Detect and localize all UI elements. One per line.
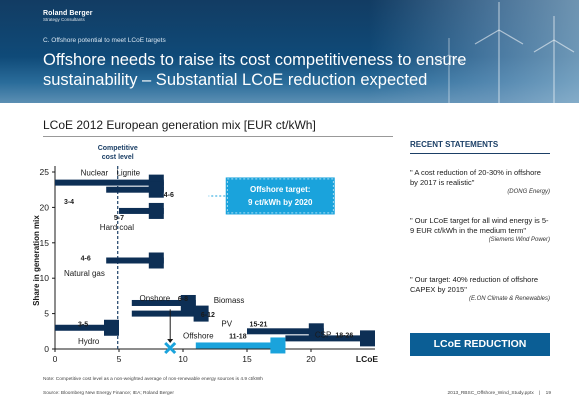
icon-biomass — [193, 305, 209, 322]
bar-onshore — [131, 299, 196, 306]
range-csp: 18-26 — [335, 333, 353, 340]
page-number: 19 — [545, 391, 551, 396]
range-pv: 15-21 — [250, 321, 268, 328]
bar-lignite — [106, 186, 164, 193]
x-tick-label: 5 — [117, 354, 122, 364]
statement-dong: " A cost reduction of 20-30% in offshore… — [410, 168, 550, 198]
source-line: Source: Bloomberg New Energy Finance; IE… — [43, 391, 174, 396]
range-onshore: 6-8 — [178, 296, 188, 303]
statement-eon: " Our target: 40% reduction of offshore … — [410, 275, 550, 305]
brand-subtitle: Strategy Consultants — [43, 17, 85, 22]
bar-nuclear — [55, 179, 164, 186]
label-onshore: Onshore — [139, 294, 170, 303]
section-label: C. Offshore potential to meet LCoE targe… — [43, 37, 166, 44]
label-pv: PV — [221, 319, 232, 328]
offshore-target-title: Offshore target: — [250, 185, 310, 194]
y-tick-label: 0 — [44, 344, 49, 354]
y-tick-label: 15 — [40, 238, 50, 248]
y-tick-label: 10 — [40, 273, 50, 283]
statement-text: " A cost reduction of 20-30% in offshore… — [410, 168, 541, 187]
label-csp: CSP — [315, 331, 331, 340]
icon-offshore — [270, 337, 286, 354]
brand-logo: Roland Berger Strategy Consultants — [43, 10, 93, 22]
x-tick-label: 20 — [306, 354, 316, 364]
label-biomass: Biomass — [214, 296, 245, 305]
footer-separator: | — [539, 391, 541, 396]
icon-pv — [308, 323, 324, 340]
y-axis-label: Share in generation mix — [32, 215, 41, 306]
competitive-cost-label-line2: cost level — [102, 154, 134, 161]
footer-right: 2013_RBSC_Offshore_Wind_Study.pptx | 19 — [448, 391, 552, 396]
range-offshore: 11-18 — [229, 333, 247, 340]
bar-csp — [285, 335, 375, 342]
x-tick-label: 0 — [53, 354, 58, 364]
lcoe-reduction-button[interactable]: LCoE REDUCTION — [410, 333, 550, 356]
wind-turbines-illustration — [434, 2, 575, 103]
range-hard-coal: 5-7 — [114, 215, 124, 222]
statement-text: " Our target: 40% reduction of offshore … — [410, 275, 539, 294]
bar-offshore — [195, 342, 286, 349]
bar-natural-gas — [106, 257, 164, 264]
label-nuclear: Nuclear — [81, 169, 109, 178]
brand-name: Roland Berger — [43, 10, 93, 17]
statement-text: " Our LCoE target for all wind energy is… — [410, 216, 549, 235]
chart-title: LCoE 2012 European generation mix [EUR c… — [43, 118, 316, 132]
icon-hard-coal — [148, 202, 164, 219]
bar-pv — [247, 328, 324, 335]
offshore-target-marker — [164, 341, 177, 355]
x-axis-label: LCoE — [356, 354, 379, 364]
competitive-cost-label-line1: Competitive — [98, 145, 138, 152]
bar-hard-coal — [119, 207, 164, 214]
label-lignite: Lignite — [116, 169, 140, 178]
y-tick-label: 5 — [44, 309, 49, 319]
y-tick-label: 25 — [40, 167, 50, 177]
icon-csp — [360, 330, 375, 347]
statement-source: (DONG Energy) — [507, 189, 550, 195]
icon-onshore — [180, 294, 196, 311]
icon-lignite — [148, 181, 164, 198]
footer-file: 2013_RBSC_Offshore_Wind_Study.pptx — [447, 391, 534, 396]
range-nuclear: 3-4 — [64, 199, 74, 206]
chart-note: Note: Competitive cost level as a non-we… — [43, 377, 263, 382]
header-sky — [369, 0, 579, 103]
bar-hydro — [55, 324, 119, 331]
x-tick-label: 10 — [178, 354, 188, 364]
y-tick-label: 20 — [40, 202, 50, 212]
statements-heading: RECENT STATEMENTS — [410, 140, 499, 149]
statement-source: (E.ON Climate & Renewables) — [468, 296, 550, 302]
range-lignite: 4-6 — [164, 192, 174, 199]
offshore-target-value: 9 ct/kWh by 2020 — [248, 198, 313, 207]
lcoe-chart: 0 5 10 15 20 25 0 5 10 15 20 LCoE Share in generatio… — [32, 145, 379, 364]
label-natural-gas: Natural gas — [64, 269, 105, 278]
offshore-target-arrowhead — [167, 339, 174, 343]
label-hard-coal: Hard coal — [100, 223, 134, 232]
range-hydro: 3-5 — [78, 321, 88, 328]
label-hydro: Hydro — [78, 337, 100, 346]
chart-title-rule — [43, 136, 393, 137]
offshore-target-callout-border — [226, 178, 334, 214]
statement-siemens: " Our LCoE target for all wind energy is… — [410, 216, 550, 246]
icon-natural-gas — [148, 252, 164, 269]
icon-hydro — [104, 319, 119, 336]
statements-rule — [410, 153, 550, 154]
header-banner: Roland Berger Strategy Consultants C. Of… — [0, 0, 579, 103]
statement-source: (Siemens Wind Power) — [488, 237, 550, 243]
page-title: Offshore needs to raise its cost competi… — [43, 51, 467, 89]
offshore-target-callout — [224, 176, 336, 216]
range-natural-gas: 4-6 — [81, 256, 91, 263]
range-biomass: 6-12 — [201, 312, 215, 319]
x-tick-label: 15 — [242, 354, 252, 364]
label-offshore: Offshore — [183, 331, 214, 340]
